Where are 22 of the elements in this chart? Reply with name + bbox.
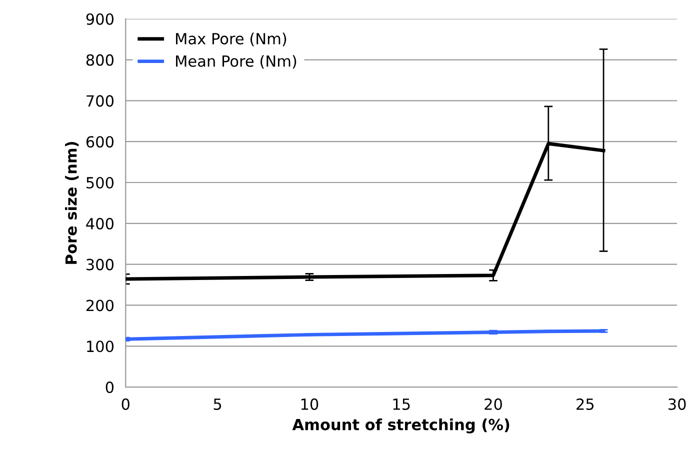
y-tick-label: 900: [86, 13, 114, 25]
y-tick-label: 200: [86, 300, 114, 312]
legend-label: Max Pore (Nm): [176, 32, 286, 46]
x-tick-label: 0: [122, 398, 130, 410]
x-tick-label: 25: [576, 398, 594, 410]
x-tick-label: 30: [668, 398, 686, 410]
y-tick-label: 100: [87, 340, 114, 352]
line-series: [126, 329, 606, 341]
y-axis-title: Pore size (nm): [65, 142, 79, 264]
y-tick-label: 400: [86, 218, 114, 230]
x-tick-label: 10: [301, 398, 318, 410]
y-tick-label: 800: [86, 54, 114, 66]
y-tick-label: 0: [106, 382, 114, 394]
y-tick-label: 500: [86, 176, 114, 189]
x-tick-label: 20: [484, 398, 502, 410]
x-tick-label: 15: [393, 398, 410, 410]
legend-label: Mean Pore (Nm): [176, 55, 296, 69]
y-tick-label: 600: [86, 136, 114, 148]
y-tick-label: 700: [86, 95, 114, 107]
x-tick-label: 5: [214, 398, 222, 410]
y-tick-label: 300: [86, 258, 114, 270]
x-axis-title: Amount of stretching (%): [292, 418, 510, 434]
